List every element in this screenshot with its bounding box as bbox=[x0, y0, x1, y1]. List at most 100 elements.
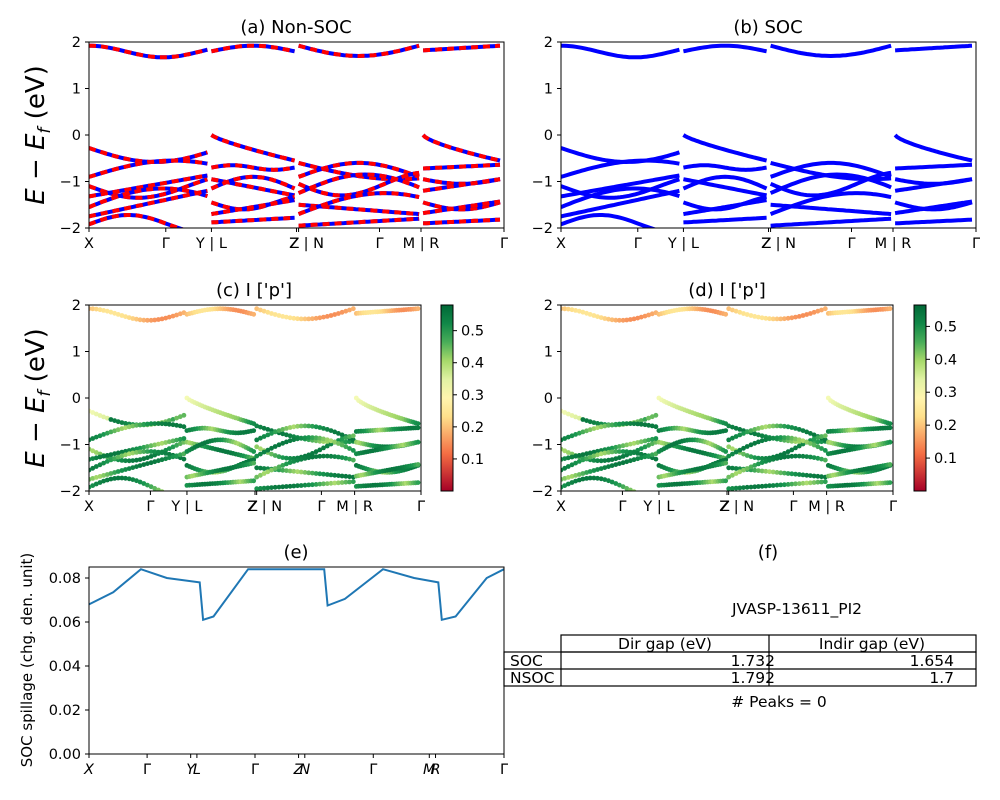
band-point bbox=[108, 457, 114, 463]
band-point bbox=[148, 421, 154, 427]
colorbar-tick-label: 0.5 bbox=[461, 324, 484, 340]
band-point bbox=[137, 479, 143, 485]
band-point bbox=[272, 312, 278, 317]
band-point bbox=[112, 470, 117, 475]
band-point bbox=[598, 476, 604, 482]
band-point bbox=[108, 476, 114, 482]
band-point bbox=[624, 317, 630, 323]
band-point bbox=[591, 458, 597, 463]
band-point bbox=[163, 315, 169, 321]
ytick-label: −1 bbox=[532, 438, 553, 454]
band-line-dn-2-4 bbox=[297, 172, 420, 195]
band-point bbox=[620, 460, 626, 466]
band-line-3-0 bbox=[894, 43, 973, 53]
band-line-3-4 bbox=[894, 177, 973, 193]
band-point bbox=[628, 449, 633, 455]
band-point bbox=[562, 448, 568, 454]
band-point bbox=[141, 456, 147, 462]
ytick-label: −2 bbox=[60, 221, 81, 237]
band-point bbox=[269, 431, 274, 436]
band-point bbox=[272, 429, 278, 435]
band-point bbox=[115, 312, 121, 317]
xtick-label: X bbox=[84, 499, 94, 515]
band-point bbox=[134, 478, 139, 484]
band-point bbox=[101, 473, 106, 478]
band-point bbox=[782, 451, 787, 456]
band-point bbox=[635, 421, 641, 427]
band-point bbox=[298, 483, 304, 488]
band-point bbox=[104, 453, 110, 458]
band-point bbox=[595, 452, 600, 458]
band-point bbox=[759, 483, 765, 489]
band-point bbox=[576, 472, 582, 477]
band-point bbox=[276, 484, 282, 490]
xtick-label: Z bbox=[248, 499, 258, 515]
band-point bbox=[298, 435, 304, 441]
band-point bbox=[642, 438, 648, 444]
band-point bbox=[324, 453, 330, 459]
band-point bbox=[573, 473, 578, 478]
band-point bbox=[152, 459, 158, 465]
band-point bbox=[617, 449, 622, 454]
band-point bbox=[752, 427, 758, 432]
band-point bbox=[770, 435, 776, 441]
band-point bbox=[785, 471, 791, 476]
band-point bbox=[624, 442, 630, 448]
band-point bbox=[782, 435, 787, 440]
band-point bbox=[261, 471, 267, 476]
band-point bbox=[756, 439, 761, 445]
band-point bbox=[774, 482, 780, 488]
band-point bbox=[313, 454, 319, 459]
ytick-label: 2 bbox=[544, 35, 553, 51]
band-point bbox=[317, 425, 323, 430]
band-point bbox=[134, 316, 139, 322]
band-point bbox=[258, 424, 263, 430]
band-point bbox=[90, 456, 96, 461]
band-point bbox=[730, 465, 735, 471]
band-point bbox=[624, 486, 630, 491]
band-point bbox=[752, 431, 758, 437]
band-line-dn-3-6 bbox=[422, 199, 501, 216]
ytick-label: 2 bbox=[544, 298, 553, 314]
band-line-dn-0-5 bbox=[89, 186, 208, 209]
band-line-1-0 bbox=[683, 43, 767, 54]
band-point bbox=[778, 470, 784, 476]
band-point bbox=[733, 485, 739, 491]
band-point bbox=[166, 421, 172, 427]
band-point bbox=[166, 418, 172, 423]
axes-frame bbox=[560, 41, 977, 229]
band-point bbox=[145, 482, 150, 488]
band-point bbox=[152, 317, 158, 323]
band-point bbox=[254, 423, 260, 429]
colorbar-tick-label: 0.4 bbox=[934, 352, 957, 368]
band-point bbox=[573, 478, 578, 484]
colorbar bbox=[913, 304, 927, 492]
band-point bbox=[796, 314, 802, 319]
band-point bbox=[800, 453, 806, 459]
band-point bbox=[112, 310, 117, 316]
band-line-dn-0-6 bbox=[89, 188, 208, 219]
band-point bbox=[123, 448, 128, 454]
band-point bbox=[653, 424, 659, 430]
band-point bbox=[804, 480, 810, 486]
band-point bbox=[97, 462, 103, 468]
band-point bbox=[328, 472, 334, 478]
band-point bbox=[415, 462, 421, 467]
band-point bbox=[321, 436, 326, 442]
band-point bbox=[587, 419, 593, 425]
ytick-label: 2 bbox=[72, 298, 81, 314]
band-point bbox=[737, 469, 743, 475]
band-point bbox=[569, 433, 575, 439]
band-point bbox=[789, 425, 795, 430]
band-point bbox=[744, 312, 750, 317]
band-point bbox=[796, 443, 802, 449]
band-point bbox=[602, 423, 608, 429]
band-point bbox=[598, 458, 604, 464]
band-point bbox=[770, 423, 776, 429]
band-line-0-2 bbox=[561, 158, 680, 179]
band-point bbox=[280, 455, 286, 460]
band-line-dn-2-3 bbox=[297, 170, 420, 198]
band-point bbox=[324, 472, 330, 477]
band-point bbox=[741, 311, 746, 316]
